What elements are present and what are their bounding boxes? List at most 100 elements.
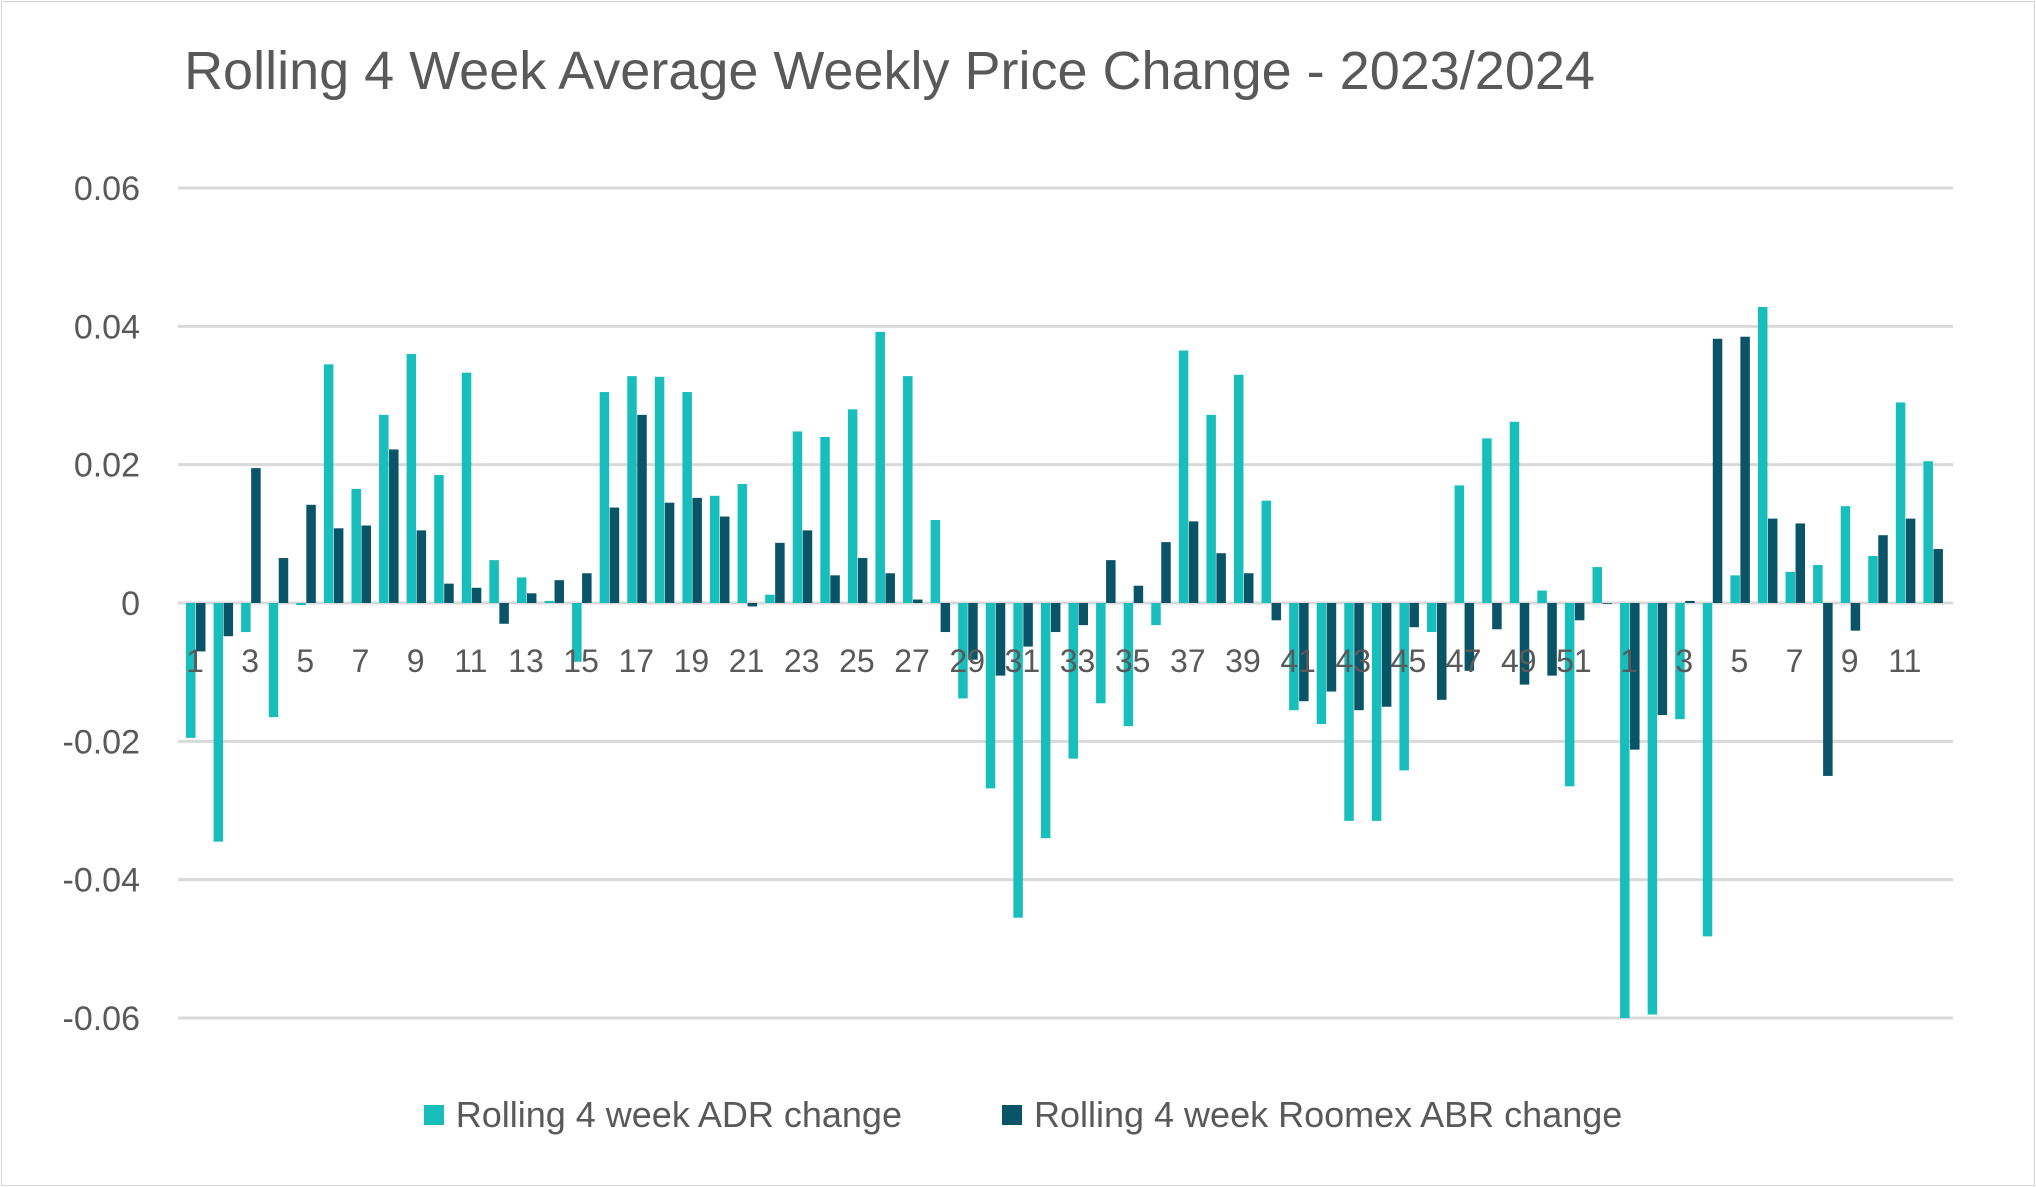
bar-abr — [940, 603, 951, 633]
chart-legend: Rolling 4 week ADR change Rolling 4 week… — [0, 1094, 2036, 1136]
bar-abr — [389, 449, 399, 603]
bar-adr — [1206, 414, 1216, 603]
bar-abr — [251, 468, 261, 603]
bar-abr — [1492, 603, 1502, 630]
y-tick-label: -0.04 — [63, 862, 141, 900]
bar-adr — [847, 409, 858, 603]
x-tick-label: 31 — [1005, 643, 1041, 679]
bar-abr — [471, 587, 482, 603]
bar-adr — [1620, 603, 1630, 1018]
bar-abr — [1050, 603, 1061, 633]
bar-abr — [1161, 542, 1171, 603]
bar-adr — [1509, 421, 1520, 603]
x-tick-label: 15 — [563, 643, 599, 679]
bar-abr — [499, 603, 509, 624]
bar-adr — [1785, 571, 1796, 603]
bar-abr — [1381, 603, 1392, 707]
x-tick-label: 9 — [1841, 643, 1859, 679]
bar-abr — [830, 575, 840, 603]
bar-abr — [582, 573, 592, 603]
bar-abr — [1767, 518, 1778, 603]
x-tick-label: 3 — [241, 643, 259, 679]
x-tick-label: 51 — [1556, 643, 1592, 679]
bar-adr — [1537, 590, 1547, 603]
bar-abr — [526, 593, 537, 603]
bar-adr — [351, 488, 361, 603]
bar-adr — [1151, 603, 1161, 626]
bar-adr — [516, 577, 527, 603]
bar-adr — [1592, 567, 1602, 603]
bar-adr — [985, 603, 996, 789]
bar-abr — [223, 603, 234, 637]
bar-abr — [1299, 603, 1309, 702]
bar-abr — [1326, 603, 1337, 692]
x-tick-label: 33 — [1060, 643, 1096, 679]
bar-abr — [637, 414, 647, 603]
bar-abr — [1106, 560, 1116, 603]
bar-abr — [802, 530, 813, 603]
bar-adr — [572, 603, 582, 662]
bar-adr — [765, 594, 775, 603]
bar-adr — [1647, 603, 1658, 1015]
bar-adr — [544, 600, 555, 603]
bar-adr — [627, 376, 637, 603]
bar-adr — [1068, 603, 1078, 759]
bar-abr — [1878, 535, 1888, 603]
x-tick-label: 19 — [674, 643, 710, 679]
y-tick-label: -0.02 — [63, 723, 141, 761]
x-tick-label: 1 — [1620, 643, 1638, 679]
bar-adr — [1757, 306, 1768, 603]
bar-abr — [1547, 603, 1557, 676]
legend-swatch-adr — [423, 1105, 444, 1125]
bar-adr — [1261, 500, 1272, 603]
x-tick-label: 37 — [1170, 643, 1206, 679]
x-tick-label: 11 — [454, 643, 487, 679]
x-tick-label: 11 — [1888, 643, 1921, 679]
bar-adr — [1233, 374, 1244, 603]
bar-adr — [709, 495, 720, 603]
bar-abr — [1354, 603, 1364, 711]
bar-adr — [461, 372, 472, 603]
y-tick-label: -0.06 — [63, 1000, 141, 1038]
x-tick-label: 7 — [352, 643, 370, 679]
bar-adr — [1730, 575, 1740, 603]
bar-adr — [241, 603, 251, 633]
bar-abr — [554, 580, 565, 603]
bar-adr — [737, 484, 748, 603]
x-tick-label: 25 — [839, 643, 875, 679]
bar-abr — [857, 558, 868, 603]
bar-adr — [1399, 603, 1409, 771]
bar-adr — [434, 475, 444, 603]
bar-adr — [958, 603, 968, 699]
bar-adr — [186, 603, 196, 738]
x-tick-label: 5 — [296, 643, 314, 679]
bar-abr — [913, 599, 923, 603]
bar-abr — [747, 603, 758, 607]
bar-abr — [361, 525, 371, 603]
bar-abr — [1602, 603, 1612, 604]
bar-adr — [820, 437, 830, 603]
bar-adr — [1096, 603, 1106, 704]
x-tick-label: 13 — [508, 643, 544, 679]
x-tick-label: 39 — [1225, 643, 1261, 679]
bar-adr — [1482, 438, 1492, 603]
bar-abr — [1243, 573, 1254, 603]
bar-adr — [323, 364, 334, 603]
bar-adr — [406, 354, 417, 603]
bar-abr — [1437, 603, 1447, 700]
bar-adr — [1344, 603, 1354, 821]
bar-abr — [1271, 603, 1282, 621]
bar-abr — [1519, 603, 1530, 685]
bar-abr — [333, 528, 344, 603]
x-tick-label: 45 — [1391, 643, 1427, 679]
y-tick-label: 0.06 — [74, 170, 140, 208]
bar-adr — [379, 414, 389, 603]
legend-item-abr: Rolling 4 week Roomex ABR change — [992, 1094, 1622, 1136]
bar-abr — [719, 516, 730, 603]
bar-adr — [1813, 564, 1823, 603]
bar-abr — [995, 603, 1006, 676]
legend-item-adr: Rolling 4 week ADR change — [414, 1094, 902, 1136]
bar-adr — [682, 392, 692, 603]
legend-label-adr: Rolling 4 week ADR change — [455, 1094, 902, 1135]
bar-adr — [1371, 603, 1382, 821]
